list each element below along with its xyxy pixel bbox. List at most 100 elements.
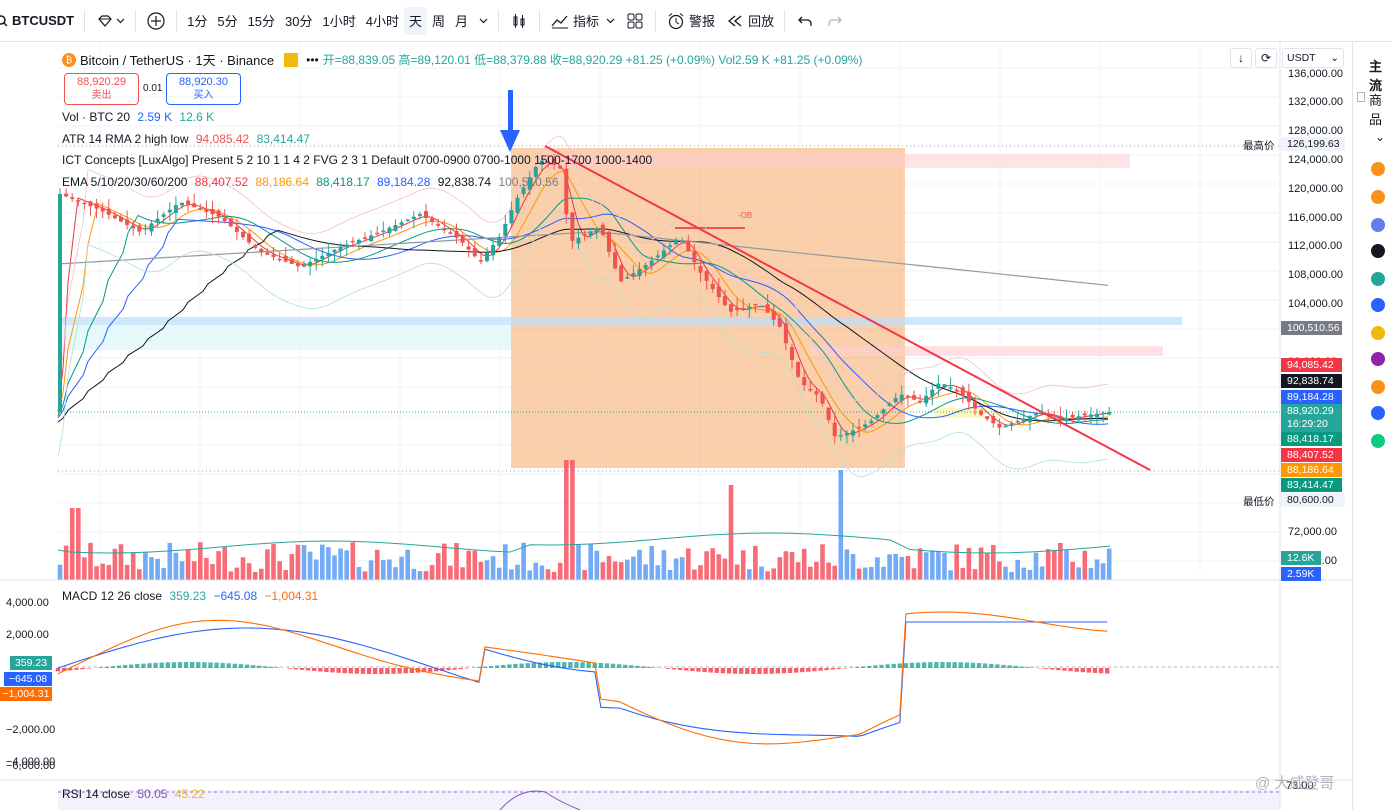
ema-title: EMA 5/10/20/30/60/200 — [62, 175, 188, 189]
price-axis-label: 132,000.00 — [1288, 96, 1344, 108]
chart-area[interactable]: -OB ₿ Bitcoin / TetherUS · 1天 · Binanc — [0, 42, 1355, 810]
ema-legend[interactable]: EMA 5/10/20/30/60/200 88,407.52 88,186.6… — [62, 175, 563, 189]
last-price-tag: 88,920.29 16:29:20 — [1281, 404, 1342, 432]
watermark: @ 大威登哥 — [1255, 775, 1335, 792]
favorites-button[interactable] — [90, 7, 130, 35]
exchange-logo-icon — [284, 52, 299, 67]
price-axis-label: 120,000.00 — [1288, 183, 1344, 195]
sell-label: 卖出 — [91, 90, 112, 101]
timeframe-6[interactable]: 天 — [403, 6, 427, 35]
search-icon — [0, 11, 9, 31]
watchlist-coin-icon[interactable] — [1371, 162, 1385, 176]
macd-title: MACD 12 26 close — [62, 589, 163, 603]
chart-type-button[interactable] — [504, 7, 534, 35]
trendline[interactable] — [544, 145, 1151, 471]
timeframe-dropdown[interactable] — [473, 7, 493, 35]
atl-label: 最低价 — [1243, 496, 1275, 508]
indicator-icon — [550, 11, 570, 31]
watchlist-coin-icon[interactable] — [1371, 326, 1385, 340]
checkbox-icon[interactable] — [1357, 92, 1365, 102]
plus-circle-icon — [146, 11, 166, 31]
buy-button[interactable]: 88,920.30 买入 — [166, 73, 241, 105]
rsi-legend[interactable]: RSI 14 close 50.05 45.22 — [62, 787, 209, 801]
vol-last-tag: 2.59K — [1281, 567, 1321, 581]
layout-button[interactable] — [620, 7, 650, 35]
watchlist-coin-icon[interactable] — [1371, 352, 1385, 366]
refresh-button[interactable]: ⟳ — [1255, 48, 1277, 68]
chevron-down-icon[interactable]: ⌄ — [1375, 130, 1386, 144]
timeframe-2[interactable]: 15分 — [247, 14, 276, 29]
rsi-ma-value: 45.22 — [174, 787, 205, 801]
symbol-search[interactable]: BTCUSDT — [0, 7, 79, 35]
watchlist-title[interactable]: 主流 — [1369, 59, 1383, 93]
macd-pane — [55, 611, 1110, 745]
timeframe-8[interactable]: 月 — [455, 14, 469, 29]
vol-legend[interactable]: Vol · BTC 20 2.59 K 12.6 K — [62, 110, 218, 124]
vol-title: Vol · BTC 20 — [62, 110, 131, 124]
price-axis-label: 128,000.00 — [1288, 125, 1344, 137]
watchlist-coin-icon[interactable] — [1371, 190, 1385, 204]
down-arrow-button[interactable]: ↓ — [1230, 48, 1252, 68]
watchlist-coin-icon[interactable] — [1371, 380, 1385, 394]
more-icon[interactable]: ••• — [306, 52, 319, 67]
macd-legend[interactable]: MACD 12 26 close 359.23 −645.08 −1,004.3… — [62, 589, 322, 603]
watchlist-sub[interactable]: 商品 — [1369, 93, 1383, 127]
ema10-tag: 88,186.64 — [1281, 463, 1342, 477]
replay-button[interactable]: 回放 — [720, 7, 779, 35]
liquidity-zone-cyan — [58, 325, 511, 350]
candlesticks — [58, 153, 1112, 444]
undo-button[interactable] — [790, 7, 820, 35]
macd-axis-label: −6,000.00 — [6, 760, 56, 772]
ema-value-10: 88,186.64 — [255, 175, 309, 189]
symbol-label: BTCUSDT — [12, 13, 75, 28]
price-chart[interactable]: -OB — [0, 42, 1355, 810]
rsi-value: 50.05 — [137, 787, 168, 801]
ema200-tag: 100,510.56 — [1281, 321, 1342, 335]
sell-button[interactable]: 88,920.29 卖出 — [64, 73, 139, 105]
price-axis-label: 72,000.00 — [1288, 526, 1337, 538]
indicators-button[interactable]: 指标 — [545, 7, 620, 35]
spread-value: 0.01 — [143, 83, 163, 94]
timeframe-5[interactable]: 4小时 — [365, 14, 399, 29]
timeframe-4[interactable]: 1小时 — [322, 14, 356, 29]
currency-select[interactable]: USDT ⌄ — [1282, 48, 1344, 68]
ict-legend[interactable]: ICT Concepts [LuxAlgo] Present 5 2 10 1 … — [62, 153, 656, 167]
watchlist-coin-icon[interactable] — [1371, 298, 1385, 312]
alert-button[interactable]: 警报 — [661, 7, 720, 35]
watchlist-coin-icon[interactable] — [1371, 272, 1385, 286]
grid-icon — [625, 11, 645, 31]
atl-value: 80,600.00 — [1281, 493, 1345, 507]
timeframe-1[interactable]: 5分 — [217, 14, 238, 29]
timeframe-3[interactable]: 30分 — [285, 14, 313, 29]
compare-button[interactable] — [141, 7, 171, 35]
rsi-title: RSI 14 close — [62, 787, 131, 801]
vol-value-1: 2.59 K — [137, 110, 173, 124]
redo-button[interactable] — [820, 7, 850, 35]
ob-zone-top — [540, 154, 1130, 168]
timeframe-group: 1分 5分 15分 30分 1小时 4小时天周月 — [182, 6, 473, 35]
watchlist-panel: 主流 商品 ⌄ — [1352, 42, 1391, 810]
watchlist-coin-icon[interactable] — [1371, 406, 1385, 420]
atr-title: ATR 14 RMA 2 high low — [62, 132, 189, 146]
ob-label: -OB — [738, 211, 752, 220]
chevron-down-icon — [115, 11, 125, 31]
down-arrow-marker — [500, 90, 520, 152]
ema20-tag: 88,418.17 — [1281, 432, 1342, 446]
watchlist-coin-icon[interactable] — [1371, 434, 1385, 448]
ath-value: 126,199.63 — [1281, 137, 1345, 151]
macd-axis-label: 4,000.00 — [6, 597, 49, 609]
buy-price: 88,920.30 — [179, 76, 228, 88]
currency-label: USDT — [1287, 52, 1316, 64]
atr-value-1: 94,085.42 — [195, 132, 250, 146]
timeframe-0[interactable]: 1分 — [187, 14, 208, 29]
watchlist-coin-icon[interactable] — [1371, 218, 1385, 232]
timeframe-7[interactable]: 周 — [432, 14, 446, 29]
atr-legend[interactable]: ATR 14 RMA 2 high low 94,085.42 83,414.4… — [62, 132, 314, 146]
price-axis-label: 104,000.00 — [1288, 298, 1344, 310]
rewind-icon — [725, 11, 745, 31]
ema-value-60: 92,838.74 — [437, 175, 492, 189]
macd-value-signal: −1,004.31 — [264, 589, 319, 603]
ema60-tag: 92,838.74 — [1281, 374, 1342, 388]
watchlist-coin-icon[interactable] — [1371, 244, 1385, 258]
alarm-clock-icon — [666, 11, 686, 31]
